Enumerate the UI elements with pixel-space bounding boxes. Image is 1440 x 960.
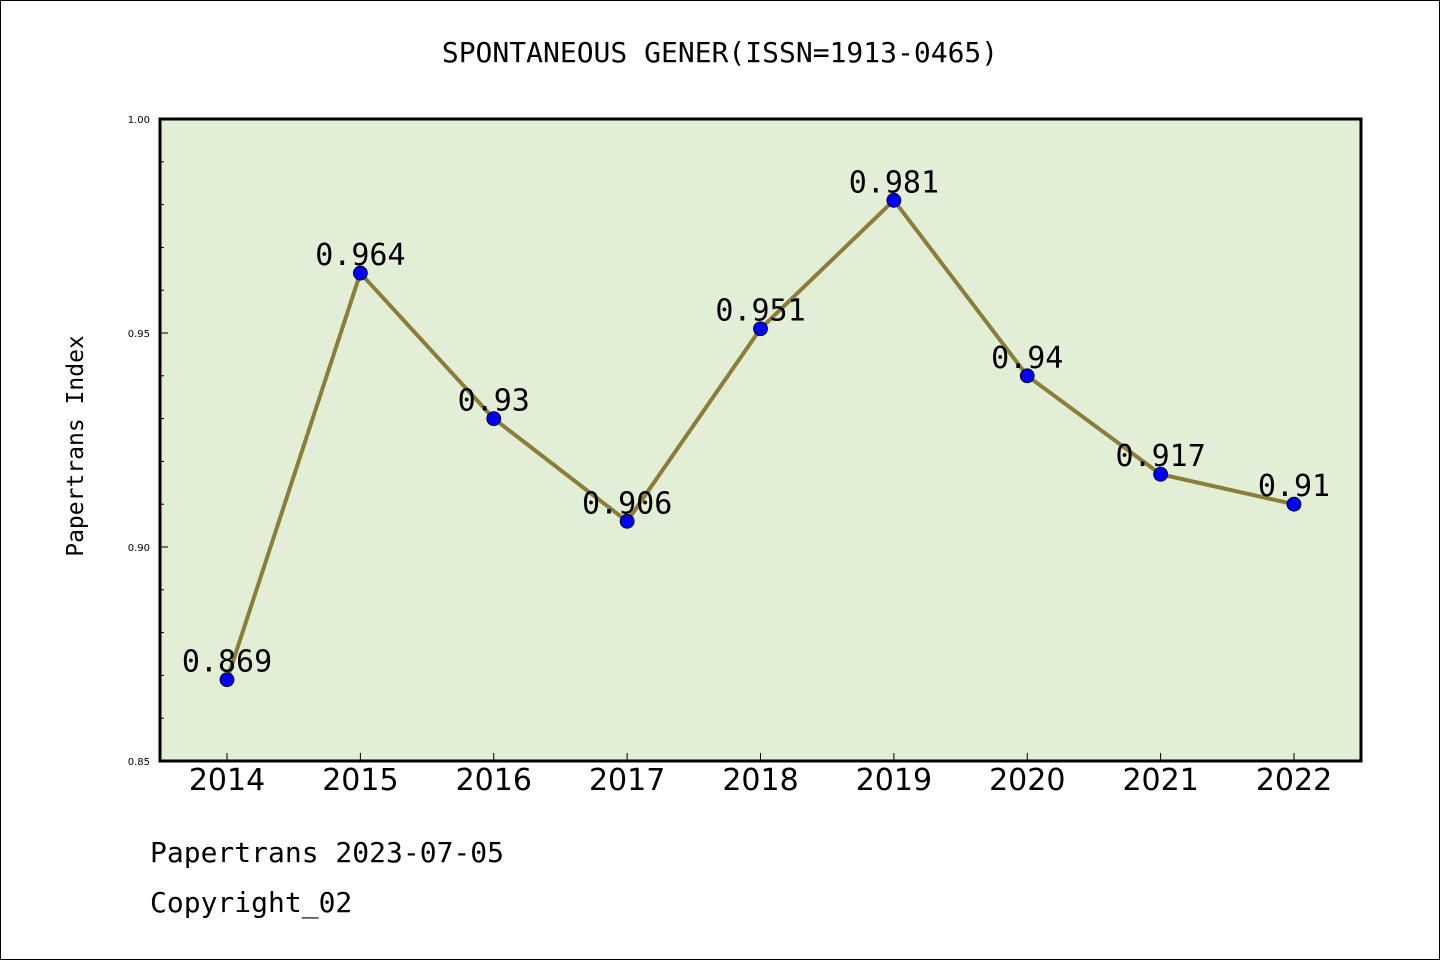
- data-point: [1286, 496, 1302, 512]
- data-label: 0.981: [849, 165, 939, 200]
- plot-area: [158, 117, 1363, 763]
- data-label: 0.964: [315, 238, 405, 273]
- y-tick-label: 1.00: [128, 115, 150, 126]
- x-tick-label: 2016: [456, 763, 532, 798]
- data-point: [1153, 466, 1169, 482]
- data-point: [886, 192, 902, 208]
- x-tick-label: 2021: [1122, 763, 1198, 798]
- data-label: 0.94: [991, 341, 1063, 376]
- chart-title: SPONTANEOUS GENER(ISSN=1913-0465): [441, 36, 999, 69]
- y-tick-label: 0.95: [128, 329, 150, 340]
- series-group: [219, 192, 1302, 688]
- x-tick-label: 2015: [322, 763, 398, 798]
- data-point: [753, 321, 768, 337]
- x-tick-label: 2014: [189, 763, 265, 798]
- data-point: [219, 672, 235, 688]
- x-tick-label: 2017: [589, 763, 665, 798]
- x-tick-label: 2018: [722, 763, 798, 798]
- x-axis-ticks: 2014 2015 2016 2017 2018 2019 2020 2021 2022: [189, 753, 1332, 798]
- x-tick-label: 2019: [856, 763, 932, 798]
- data-label: 0.951: [715, 294, 805, 329]
- y-axis-ticks: 0.85 0.90 0.95 1.00: [128, 115, 168, 768]
- data-label: 0.906: [582, 486, 672, 521]
- data-label: 0.917: [1115, 439, 1205, 474]
- data-label: 0.93: [458, 384, 530, 419]
- data-point: [486, 411, 502, 427]
- footer-copyright: Copyright_02: [150, 886, 353, 919]
- data-labels-group: 0.869 0.964 0.93 0.906 0.951 0.981 0.94 0.917 0.…: [182, 165, 1330, 679]
- x-tick-label: 2020: [989, 763, 1065, 798]
- footer-date: Papertrans 2023-07-05: [150, 836, 505, 869]
- y-tick-label: 0.90: [128, 543, 150, 554]
- y-tick-label: 0.85: [128, 757, 150, 768]
- data-label: 0.91: [1258, 469, 1330, 504]
- data-point: [352, 265, 368, 281]
- data-label: 0.869: [182, 645, 272, 680]
- data-point: [619, 513, 635, 529]
- x-tick-label: 2022: [1256, 763, 1332, 798]
- data-point: [1019, 368, 1035, 384]
